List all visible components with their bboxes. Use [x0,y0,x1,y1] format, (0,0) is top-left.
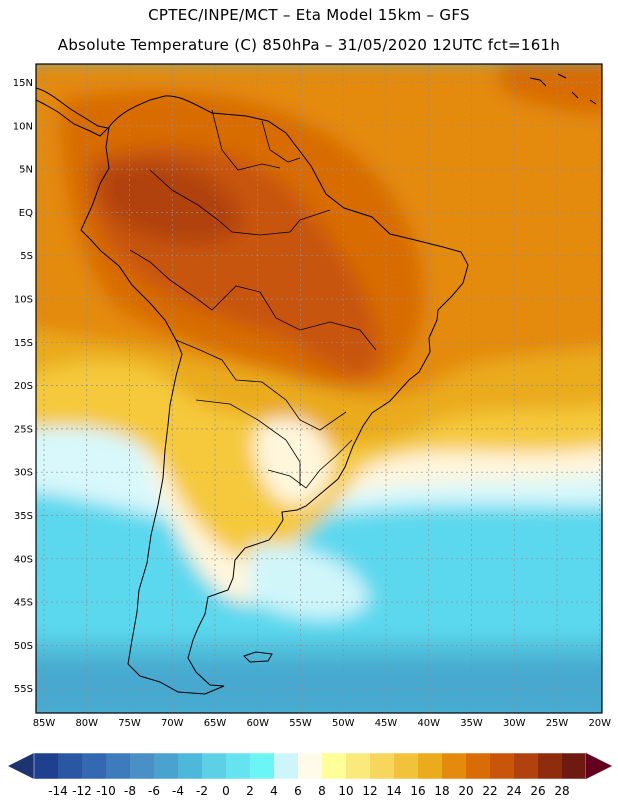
country-borders [129,109,377,489]
colorbar-tick-label: 18 [434,784,449,798]
longitude-tick-label: 25W [546,718,569,729]
longitude-tick-label: 70W [161,718,184,729]
latitude-tick-label: 45S [14,598,33,609]
colorbar-tick-label: -2 [196,784,208,798]
longitude-tick-label: 60W [246,718,269,729]
colorbar-tick-label: 2 [246,784,254,798]
latitude-tick-label: 30S [14,468,33,479]
colorbar-tick-label: -12 [72,784,92,798]
latitude-tick-label: 50S [14,641,33,652]
latitude-tick-label: 5S [20,251,33,262]
colorbar-swatch [442,753,467,779]
latitude-tick-label: 20S [14,381,33,392]
colorbar-tick-label: -6 [148,784,160,798]
colorbar-tick-label: 26 [530,784,545,798]
colorbar-tick-label: 16 [410,784,425,798]
colorbar: -14 -12 -10 -8 -6 -4 -2 0 2 4 6 8 10 12 14 16 18 20 22 24 26… [8,752,612,798]
colorbar-swatch [322,753,347,779]
latitude-tick-label: 5N [19,165,33,176]
latitude-tick-label: 10S [14,295,33,306]
colorbar-tick-label: -10 [96,784,116,798]
colorbar-tick-label: 24 [506,784,521,798]
colorbar-swatch [514,753,539,779]
colorbar-swatch [34,753,59,779]
colorbar-swatch [178,753,203,779]
longitude-tick-label: 20W [588,718,611,729]
colorbar-swatch [394,753,419,779]
map-title-line2: Absolute Temperature (C) 850hPa – 31/05/… [57,36,561,54]
colorbar-tick-label: -4 [172,784,184,798]
temperature-field [36,64,602,713]
caribbean-islands [529,73,597,105]
latitude-tick-label: 10N [13,121,33,132]
colorbar-swatch [250,753,275,779]
colorbar-swatch [418,753,443,779]
map-title-line1: CPTEC/INPE/MCT – Eta Model 15km – GFS [148,6,470,24]
latitude-tick-label: 15S [14,338,33,349]
longitude-tick-label: 85W [33,718,56,729]
central-america-outline [36,87,110,137]
longitude-tick-label: 75W [118,718,141,729]
latitude-tick-label: 15N [13,78,33,89]
colorbar-swatch [226,753,251,779]
colorbar-low-arrow [8,753,34,779]
falkland-islands [243,651,273,663]
colorbar-swatch [490,753,515,779]
graticule [36,64,602,713]
longitude-tick-label: 30W [503,718,526,729]
colorbar-swatch [466,753,491,779]
colorbar-swatch [562,753,587,779]
latitude-tick-label: 55S [14,684,33,695]
colorbar-swatch [274,753,299,779]
colorbar-swatch [370,753,395,779]
colorbar-tick-label: -8 [124,784,136,798]
latitude-tick-label: 25S [14,424,33,435]
colorbar-swatch [538,753,563,779]
colorbar-swatch [58,753,83,779]
colorbar-swatch [82,753,107,779]
colorbar-tick-label: 4 [270,784,278,798]
longitude-tick-label: 40W [417,718,440,729]
colorbar-tick-label: 8 [318,784,326,798]
longitude-tick-label: 55W [289,718,312,729]
colorbar-swatch [106,753,131,779]
colorbar-tick-label: 0 [222,784,230,798]
longitude-tick-label: 65W [204,718,227,729]
longitude-labels: 85W 80W 75W 70W 65W 60W 55W 50W 45W 40W 35W 30W 25W 2… [33,718,611,729]
longitude-tick-label: 35W [460,718,483,729]
colorbar-swatch [130,753,155,779]
colorbar-tick-label: 6 [294,784,302,798]
colorbar-swatch [346,753,371,779]
colorbar-tick-label: 28 [554,784,569,798]
colorbar-swatch [202,753,227,779]
longitude-tick-label: 80W [75,718,98,729]
latitude-tick-label: EQ [19,208,33,219]
south-america-outline [80,95,469,695]
colorbar-high-arrow [586,753,612,779]
latitude-labels: 15N 10N 5N EQ 5S 10S 15S 20S 25S 30S 35S 40S 45S 50S 5… [13,78,33,695]
latitude-tick-label: 35S [14,511,33,522]
map-frame [35,63,603,714]
latitude-tick-label: 40S [14,554,33,565]
longitude-tick-label: 50W [332,718,355,729]
colorbar-swatch [298,753,323,779]
longitude-tick-label: 45W [375,718,398,729]
colorbar-tick-label: 14 [386,784,401,798]
colorbar-tick-label: 20 [458,784,473,798]
colorbar-tick-label: -14 [48,784,68,798]
coastline [36,73,597,695]
colorbar-tick-label: 10 [338,784,353,798]
colorbar-tick-label: 22 [482,784,497,798]
colorbar-tick-label: 12 [362,784,377,798]
colorbar-swatch [154,753,179,779]
